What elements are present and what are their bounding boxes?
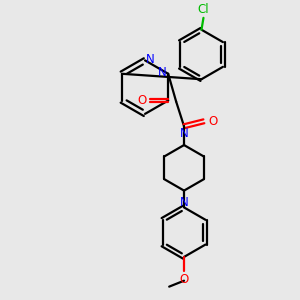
Text: O: O — [209, 115, 218, 128]
Text: Cl: Cl — [198, 3, 209, 16]
Text: N: N — [158, 66, 166, 79]
Text: N: N — [180, 127, 188, 140]
Text: O: O — [179, 273, 189, 286]
Text: N: N — [180, 196, 188, 208]
Text: N: N — [146, 53, 155, 66]
Text: O: O — [137, 94, 146, 107]
